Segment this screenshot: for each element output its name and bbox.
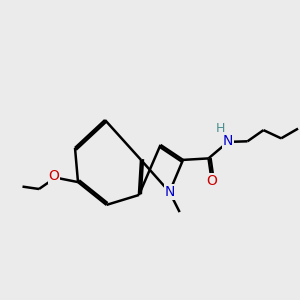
Text: O: O xyxy=(206,174,217,188)
Text: H: H xyxy=(216,122,225,135)
Text: N: N xyxy=(164,185,175,199)
Text: N: N xyxy=(223,134,233,148)
Text: O: O xyxy=(49,169,59,183)
